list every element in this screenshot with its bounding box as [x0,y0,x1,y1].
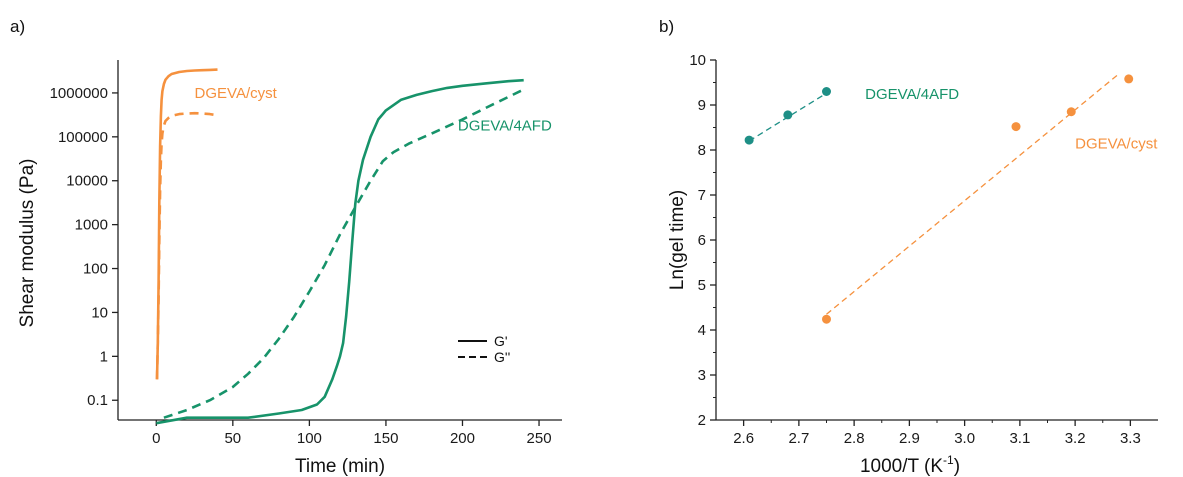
series-line-0 [155,68,218,380]
x-tick-label: 3.0 [954,430,975,447]
x-tick-label: 3.3 [1120,430,1141,447]
x-tick-label: 2.7 [788,430,809,447]
y-tick-label: 5 [698,277,706,294]
annotation-dgeva-4afd: DGEVA/4AFD [865,86,959,103]
x-tick-label: 2.6 [733,430,754,447]
y-tick-label: 4 [698,322,706,339]
y-tick-label: 1000000 [50,85,108,102]
annotation-dgeva-cyst: DGEVA/cyst [1075,135,1158,152]
x-tick-label: 0 [152,430,160,447]
y-tick-label: 9 [698,97,706,114]
annotation-dgeva-cyst: DGEVA/cyst [195,85,278,102]
panel-b-y-axis-label: Ln(gel time) [667,190,688,290]
panel-a-x-axis-label: Time (min) [295,456,385,477]
data-point [783,110,793,120]
y-tick-label: 100 [83,261,108,278]
y-tick-label: 7 [698,187,706,204]
data-point [1124,74,1134,84]
x-tick-label: 100 [297,430,322,447]
panel-b-label: b) [659,17,674,36]
panel-b-plot-area [715,60,1158,421]
x-tick-label: 50 [224,430,241,447]
panel-a-series [155,68,525,425]
y-tick-label: 1 [100,348,108,365]
x-tick-label: 3.1 [1009,430,1030,447]
y-tick-label: 6 [698,232,706,249]
fit-line-1 [826,72,1120,315]
y-tick-label: 10000 [66,173,108,190]
y-tick-label: 8 [698,142,706,159]
panel-a-shear-modulus-chart: a) 0 50 100 150 200 250 0.1 1 10 100 1000 10000 100… [10,17,562,477]
y-tick-label: 0.1 [87,392,108,409]
x-tick-label: 200 [450,430,475,447]
data-point [822,314,831,324]
data-point [822,87,831,96]
data-point [1066,107,1076,117]
panel-b-x-axis-label: 1000/T (K-1) [860,453,960,477]
panel-b-x-ticks: 2.6 2.7 2.8 2.9 3.0 3.1 3.2 3.3 [733,420,1141,447]
y-tick-label: 2 [698,412,706,429]
data-point [1011,122,1021,132]
legend-label-g-double-prime: G'' [494,349,510,365]
annotation-dgeva-4afd: DGEVA/4AFD [458,118,552,135]
y-tick-label: 100000 [58,129,108,146]
x-tick-label: 3.2 [1065,430,1086,447]
y-tick-label: 1000 [75,217,108,234]
series-line-1 [155,111,218,380]
panel-a-label: a) [10,17,25,36]
panel-b-arrhenius-chart: b) 2.6 2.7 2.8 2.9 3.0 3.1 3.2 3.3 2 3 4 5 6 7 8 9 10 1… [659,17,1158,477]
y-tick-label: 3 [698,367,706,384]
x-tick-label: 2.9 [899,430,920,447]
series-line-3 [163,88,525,419]
x-tick-label: 150 [373,430,398,447]
y-tick-label: 10 [689,52,706,69]
legend-label-g-prime: G' [494,333,508,349]
panel-b-series [744,72,1134,324]
panel-a-plot-area [117,60,562,421]
panel-a-x-ticks: 0 50 100 150 200 250 [152,420,552,447]
x-tick-label: 2.8 [844,430,865,447]
data-point [744,135,754,145]
series-line-2 [156,78,524,425]
legend: G' G'' [458,333,510,365]
panel-a-y-ticks: 0.1 1 10 100 1000 10000 100000 1000000 [50,85,118,409]
panel-a-y-axis-label: Shear modulus (Pa) [17,159,38,328]
fit-line-0 [748,90,830,142]
x-tick-label: 250 [527,430,552,447]
y-tick-label: 10 [91,304,108,321]
panel-b-y-ticks: 2 3 4 5 6 7 8 9 10 [689,52,716,429]
